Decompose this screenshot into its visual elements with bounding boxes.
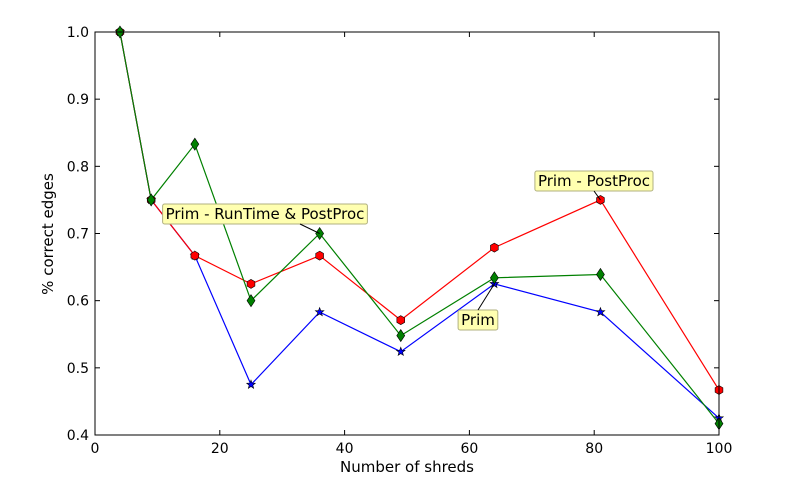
data-point [396, 315, 405, 325]
annotation-label: Prim - PostProc [538, 172, 650, 190]
annotation-box [162, 203, 368, 225]
data-point [315, 250, 324, 261]
data-point [314, 306, 325, 317]
x-tick-label: 100 [706, 441, 733, 457]
ticks-layer: 0 20 40 60 80 100 0.4 0.5 0.6 0.7 0.8 0.9 1.0 [67, 25, 733, 457]
data-point [190, 137, 200, 151]
y-tick-label: 0.6 [67, 294, 89, 310]
annotation-prim-runtime-postproc: Prim - RunTime & PostProc [162, 203, 368, 234]
data-point [246, 294, 256, 308]
annotation-arrow [477, 283, 495, 311]
y-tick-label: 1.0 [67, 25, 89, 41]
annotation-prim: Prim [457, 283, 499, 331]
data-point [146, 193, 156, 207]
x-axis-label: Number of shreds [340, 458, 474, 476]
data-point [396, 329, 406, 343]
x-tick-label: 80 [585, 441, 603, 457]
y-tick-label: 0.7 [67, 227, 89, 243]
y-tick-label: 0.9 [67, 92, 89, 108]
annotation-box [457, 309, 499, 331]
annotations-layer: Prim - PostProc Prim - RunTime & PostProc… [162, 170, 654, 331]
data-point [595, 306, 606, 317]
data-point [190, 250, 200, 261]
y-tick-label: 0.4 [67, 428, 89, 444]
data-point [489, 271, 499, 285]
annotation-arrow [299, 223, 320, 234]
data-point [490, 242, 499, 253]
x-tick-label: 40 [336, 441, 354, 457]
data-point [395, 346, 406, 357]
y-tick-label: 0.5 [67, 361, 89, 377]
data-point [245, 379, 257, 389]
annotation-label: Prim - RunTime & PostProc [166, 205, 365, 223]
annotation-arrow [593, 190, 601, 201]
data-point [596, 267, 605, 282]
annotation-prim-postproc: Prim - PostProc [534, 170, 654, 201]
y-tick-label: 0.8 [67, 159, 89, 175]
x-tick-label: 0 [91, 441, 100, 457]
annotation-box [534, 170, 654, 192]
data-point [246, 279, 256, 289]
annotation-label: Prim [461, 311, 495, 329]
y-axis-label: % correct edges [39, 173, 57, 295]
x-tick-label: 20 [211, 441, 229, 457]
x-tick-label: 60 [460, 441, 478, 457]
